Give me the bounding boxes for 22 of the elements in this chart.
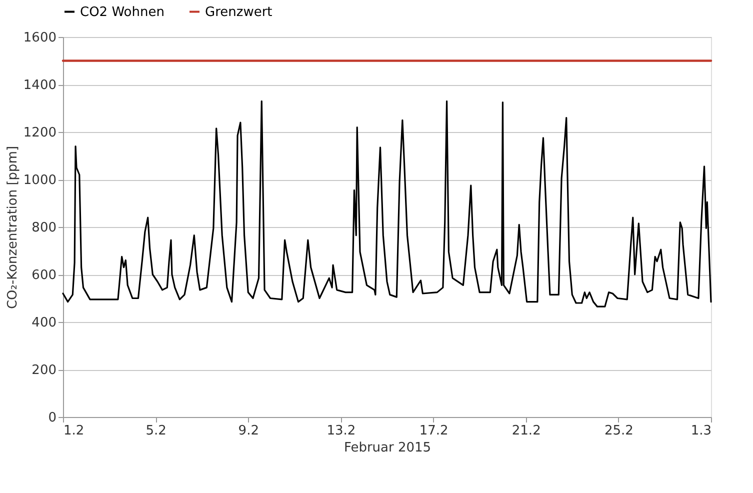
y-tick-label: 400 (32, 316, 56, 330)
x-tick-label: 21.2 (512, 424, 541, 438)
line-series (62, 100, 712, 308)
x-tick-label: 25.2 (604, 424, 634, 438)
x-tick-label: 5.2 (146, 424, 166, 438)
y-tick-label: 200 (32, 363, 56, 378)
x-tick-label: 9.2 (238, 424, 259, 438)
y-tick-label: 0 (48, 410, 56, 426)
y-tick-label: 800 (32, 220, 56, 236)
x-axis-title: Februar 2015 (344, 440, 432, 456)
y-tick-label: 1400 (23, 78, 56, 93)
y-tick-label: 1000 (23, 173, 56, 188)
y-tick-label: 1600 (23, 30, 56, 46)
legend-label: Grenzwert (205, 4, 272, 20)
y-axis-title: CO₂-Konzentration [ppm] (5, 146, 20, 310)
y-tick-label: 1200 (23, 126, 56, 140)
x-tick-label: 1.3 (690, 424, 712, 438)
y-tick-label: 600 (32, 268, 56, 283)
x-tick-label: 13.2 (326, 424, 356, 438)
legend-label: CO2 Wohnen (80, 4, 164, 20)
x-tick-label: 1.2 (64, 424, 84, 438)
x-tick-label: 17.2 (419, 424, 448, 438)
